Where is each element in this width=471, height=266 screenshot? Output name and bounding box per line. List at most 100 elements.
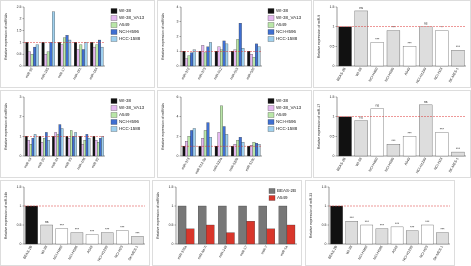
panel-frame — [157, 0, 312, 88]
bar — [203, 52, 207, 67]
legend-label: WI-38_VA13 — [276, 105, 302, 110]
x-tick-label: miR-92 — [91, 157, 100, 169]
bar — [225, 134, 229, 157]
bar — [38, 136, 42, 157]
significance-label: ns — [359, 6, 363, 10]
x-tick-label: miR-34 — [50, 157, 59, 169]
bar — [74, 132, 77, 157]
x-tick-label: miR-372 — [181, 67, 191, 81]
bar — [252, 142, 256, 157]
y-axis-label: Relative expression of miR-34b — [4, 192, 8, 239]
bar — [386, 30, 401, 67]
x-tick-label: miR-148 — [218, 245, 228, 259]
y-axis-label: Relative expression of miR-9 — [317, 15, 321, 58]
y-tick-label: 0.5 — [17, 52, 22, 56]
bar — [405, 230, 419, 245]
bar — [40, 142, 44, 157]
y-tick-label: 0 — [333, 154, 335, 158]
y-tick-label: 1.5 — [169, 185, 174, 189]
legend-label: WI-38 — [119, 98, 131, 103]
y-tick-label: 2 — [20, 17, 22, 21]
legend-label: A549 — [119, 22, 130, 27]
y-tick-label: 0 — [177, 154, 179, 158]
bar — [390, 226, 404, 245]
bar — [266, 228, 275, 245]
bar — [100, 46, 104, 67]
bar — [217, 46, 221, 67]
y-axis-label: Relative expression of miRNAs — [4, 13, 8, 60]
x-tick-label: BEAS-2B — [336, 156, 347, 171]
bar — [70, 130, 73, 157]
x-tick-label: NCI-H1299 — [415, 157, 427, 174]
y-tick-label: 2 — [177, 34, 179, 38]
x-tick-label: miR-17 — [239, 245, 248, 257]
x-tick-label: SK-MES-1 — [432, 245, 444, 261]
y-tick-label: 2 — [20, 115, 22, 119]
legend-swatch — [110, 126, 118, 132]
x-tick-label: miR-181 — [72, 67, 82, 81]
bar — [60, 44, 64, 67]
bar — [84, 42, 88, 67]
bar — [90, 42, 94, 67]
legend-label: HCC-1588 — [119, 36, 141, 41]
y-tick-label: 6 — [177, 95, 179, 99]
legend-label: WI-38_VA13 — [119, 15, 145, 20]
legend-swatch — [268, 188, 276, 194]
bar — [214, 51, 218, 67]
bar — [79, 136, 82, 157]
bar — [201, 45, 205, 67]
y-tick-label: 1 — [333, 115, 335, 119]
bar — [70, 232, 84, 245]
bar — [25, 205, 38, 245]
bar — [375, 228, 389, 245]
y-axis-label: Relative expression of miRNAs — [161, 103, 165, 150]
legend-swatch — [110, 8, 118, 14]
bar — [209, 137, 212, 157]
significance-label: *** — [408, 131, 413, 135]
legend-label: A549 — [119, 112, 130, 117]
x-tick-label: miR-520a — [212, 157, 223, 172]
bar — [56, 134, 59, 157]
bar — [185, 228, 195, 245]
significance-label: ns — [359, 116, 363, 120]
panel: Relative expression of miRNAs 0 0.5 1 1.5 2 2.… — [0, 0, 155, 88]
y-tick-label: 3 — [20, 95, 22, 99]
bar — [198, 146, 202, 157]
legend-label: WI-38 — [276, 8, 288, 13]
bar — [257, 144, 261, 157]
x-tick-label: A549 — [404, 67, 412, 76]
y-tick-label: 1.5 — [330, 95, 335, 99]
x-tick-label: A549 — [404, 157, 412, 166]
x-tick-label: miR-520 — [245, 67, 255, 81]
x-tick-label: miR-184 — [88, 67, 98, 81]
y-tick-label: 1.5 — [17, 185, 22, 189]
x-tick-label: WI-38 — [355, 67, 363, 77]
panel: Relative expression of miR-34b 0 0.5 1 1.5 BE… — [0, 180, 150, 266]
y-tick-label: 4 — [177, 115, 179, 119]
bar — [198, 205, 207, 245]
y-tick-label: 0 — [325, 242, 327, 246]
legend-swatch — [267, 15, 275, 21]
bar — [402, 46, 417, 67]
y-tick-label: 0 — [172, 242, 174, 246]
bar — [206, 46, 210, 67]
bar — [35, 44, 39, 67]
legend-label: A549 — [276, 112, 287, 117]
bar — [198, 51, 202, 67]
legend-swatch — [267, 98, 275, 104]
bar — [402, 136, 417, 157]
x-tick-label: NCI-H596 — [372, 245, 383, 261]
significance-label: ns — [424, 22, 428, 26]
x-tick-label: BEAS-2B — [336, 66, 347, 81]
legend-label: NCI-H596 — [119, 29, 140, 34]
bar — [79, 44, 83, 67]
significance-label: *** — [391, 139, 396, 143]
bar — [177, 205, 187, 245]
legend-label: A549 — [277, 195, 288, 200]
bar — [45, 132, 48, 157]
y-axis-label: Relative expression of miRNAs — [161, 13, 165, 60]
x-tick-label: miR-1a — [279, 245, 288, 257]
legend-swatch — [267, 36, 275, 42]
bar — [40, 224, 53, 245]
